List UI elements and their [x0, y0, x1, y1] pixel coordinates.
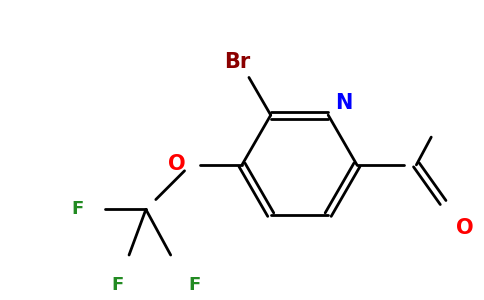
Text: F: F	[188, 276, 200, 294]
Text: O: O	[456, 218, 474, 238]
Text: N: N	[335, 93, 353, 113]
Text: Br: Br	[224, 52, 250, 72]
Text: F: F	[72, 200, 84, 218]
Text: O: O	[168, 154, 185, 174]
Text: F: F	[111, 276, 123, 294]
